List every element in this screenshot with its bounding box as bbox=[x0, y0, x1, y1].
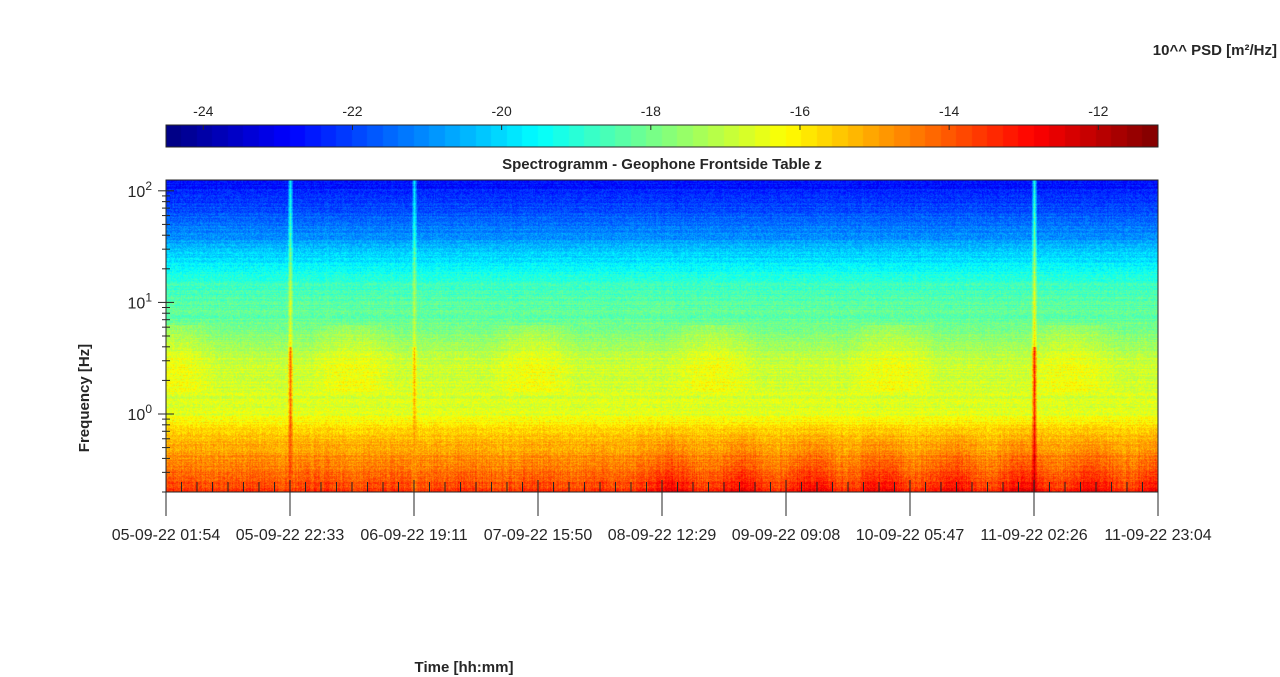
colorbar-label: 10^^ PSD [m²/Hz] bbox=[1153, 42, 1277, 59]
x-tick-label: 11-09-22 02:26 bbox=[980, 527, 1087, 544]
x-tick-label: 10-09-22 05:47 bbox=[856, 527, 965, 544]
colorbar-tick-label: -16 bbox=[790, 103, 810, 119]
x-tick-label: 06-09-22 19:11 bbox=[360, 527, 467, 544]
colorbar-tick-label: -18 bbox=[641, 103, 661, 119]
colorbar-tick-label: -12 bbox=[1088, 103, 1108, 119]
y-axis: 100 101 102 bbox=[128, 179, 174, 493]
x-tick-label: 05-09-22 01:54 bbox=[112, 527, 221, 544]
x-axis-label: Time [hh:mm] bbox=[415, 659, 514, 676]
y-tick-label: 102 bbox=[128, 179, 153, 201]
plot-frame bbox=[165, 179, 1159, 493]
x-tick-label: 11-09-22 23:04 bbox=[1104, 527, 1211, 544]
colorbar: -24 -22 -20 -18 -16 -14 -12 bbox=[165, 103, 1159, 148]
colorbar-tick-label: -14 bbox=[939, 103, 959, 119]
colorbar-tick-label: -20 bbox=[492, 103, 512, 119]
x-axis: 05-09-22 01:54 05-09-22 22:33 06-09-22 19:… bbox=[112, 480, 1212, 544]
y-tick-label: 100 bbox=[128, 402, 153, 424]
chart-title: Spectrogramm - Geophone Frontside Table … bbox=[502, 156, 822, 173]
colorbar-gradient bbox=[166, 125, 1158, 147]
spectrogram-heatmap bbox=[166, 180, 1158, 492]
x-tick-label: 07-09-22 15:50 bbox=[484, 527, 593, 544]
colorbar-tick-label: -22 bbox=[342, 103, 362, 119]
x-tick-label: 08-09-22 12:29 bbox=[608, 527, 717, 544]
y-tick-label: 101 bbox=[128, 290, 153, 312]
x-tick-label: 05-09-22 22:33 bbox=[236, 527, 345, 544]
colorbar-frame bbox=[165, 124, 1159, 148]
x-tick-label: 09-09-22 09:08 bbox=[732, 527, 841, 544]
colorbar-tick-label: -24 bbox=[193, 103, 213, 119]
y-axis-label: Frequency [Hz] bbox=[76, 344, 93, 452]
